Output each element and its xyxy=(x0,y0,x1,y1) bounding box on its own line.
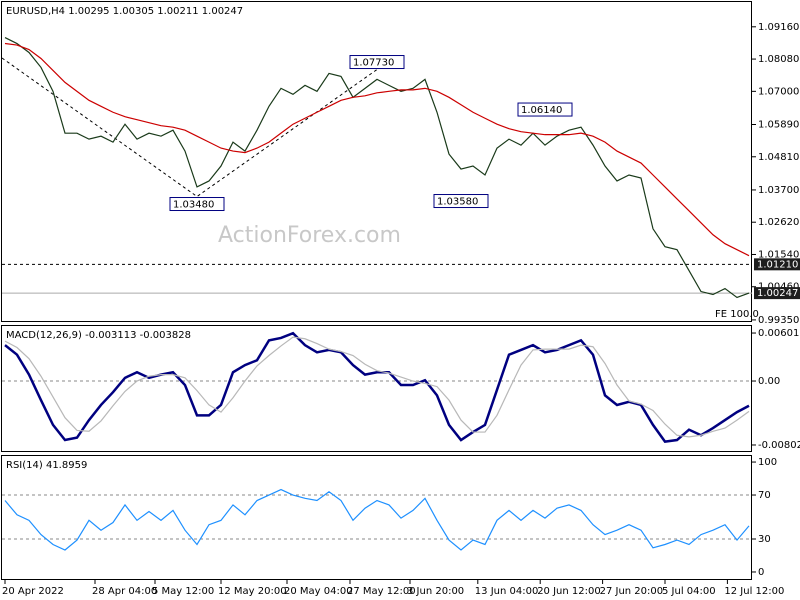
y-tick-label: 1.09160 xyxy=(758,22,799,33)
x-tick-label: 27 Jun 20:00 xyxy=(600,586,664,597)
y-tick-label: 1.04810 xyxy=(758,152,799,163)
panel-title: EURUSD,H4 1.00295 1.00305 1.00211 1.0024… xyxy=(6,6,243,17)
annotation-box xyxy=(517,102,573,117)
annotation-box xyxy=(169,197,225,212)
y-tick-label: 100 xyxy=(758,457,777,468)
y-tick-label: 1.01540 xyxy=(758,249,799,260)
panel-title: RSI(14) 41.8959 xyxy=(6,460,87,471)
x-tick-label: 13 Jun 04:00 xyxy=(475,586,539,597)
y-tick-label: 70 xyxy=(758,490,771,501)
x-tick-label: 5 May 12:00 xyxy=(152,586,214,597)
annotation-box xyxy=(349,55,405,70)
x-tick-label: 12 Jul 12:00 xyxy=(724,586,784,597)
annotation-label: 1.06140 xyxy=(521,105,562,116)
level-label: 1.00247 xyxy=(757,288,798,299)
y-tick-label: 1.05890 xyxy=(758,120,799,131)
level-label: 1.01210 xyxy=(757,259,798,270)
y-tick-label: 0.99350 xyxy=(758,315,799,326)
x-tick-label: 20 May 04:00 xyxy=(284,586,353,597)
x-tick-label: 20 Jun 12:00 xyxy=(537,586,601,597)
macd-panel xyxy=(1,325,752,452)
note: FE 100.0 xyxy=(715,309,759,320)
y-tick-label: 0 xyxy=(758,567,764,578)
series-line xyxy=(4,488,750,551)
series-line xyxy=(4,42,750,257)
rsi-panel xyxy=(1,455,752,580)
x-tick-label: 5 Jul 04:00 xyxy=(662,586,716,597)
price-panel xyxy=(1,1,752,322)
y-tick-label: 1.08080 xyxy=(758,54,799,65)
annotation-label: 1.03580 xyxy=(437,197,478,208)
series-line xyxy=(4,331,750,443)
annotation-label: 1.07730 xyxy=(353,58,394,69)
x-tick-label: 3 Jun 20:00 xyxy=(407,586,464,597)
series-line xyxy=(4,37,750,299)
annotation-label: 1.03480 xyxy=(173,200,214,211)
level-label-box xyxy=(754,258,800,271)
y-tick-label: 0.006018 xyxy=(758,328,800,339)
y-tick-label: 0.00 xyxy=(758,376,780,387)
x-tick-label: 27 May 12:00 xyxy=(347,586,416,597)
annotation-box xyxy=(433,194,489,209)
level-label-box xyxy=(754,287,800,300)
y-tick-label: 1.02620 xyxy=(758,217,799,228)
y-tick-label: 1.03700 xyxy=(758,185,799,196)
y-tick-label: 30 xyxy=(758,534,771,545)
watermark: ActionForex.com xyxy=(218,223,401,248)
panel-title: MACD(12,26,9) -0.003113 -0.003828 xyxy=(6,330,191,341)
y-tick-label: 1.07000 xyxy=(758,86,799,97)
x-tick-label: 20 Apr 2022 xyxy=(2,586,64,597)
x-tick-label: 28 Apr 04:00 xyxy=(92,586,157,597)
series-line xyxy=(4,336,750,438)
x-tick-label: 12 May 20:00 xyxy=(218,586,287,597)
y-tick-label: -0.00802 xyxy=(758,440,800,451)
